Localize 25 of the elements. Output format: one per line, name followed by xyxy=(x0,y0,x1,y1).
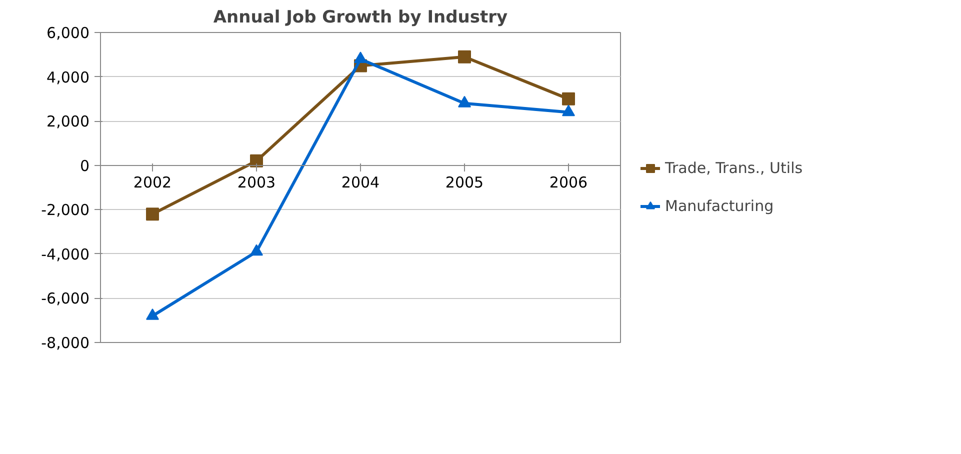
x-tick-label: 2006 xyxy=(549,173,588,192)
point xyxy=(562,104,575,116)
y-tick-label: -4,000 xyxy=(41,245,90,264)
y-tick-label: -8,000 xyxy=(41,334,90,352)
x-tick-label: 2005 xyxy=(445,173,484,192)
x-tick-label: 2004 xyxy=(341,173,380,192)
point xyxy=(146,308,159,320)
point xyxy=(458,50,471,64)
point xyxy=(562,92,575,106)
y-tick-label: 4,000 xyxy=(46,68,90,86)
point xyxy=(146,208,159,221)
y-tick-label: -6,000 xyxy=(41,290,90,308)
y-tick-label: 0 xyxy=(80,156,90,175)
point xyxy=(250,244,263,256)
y-tick-label: 6,000 xyxy=(46,24,90,42)
x-tick-label: 2002 xyxy=(133,173,172,192)
y-tick-label: -2,000 xyxy=(41,201,90,220)
legend-label: Manufacturing xyxy=(665,197,774,215)
chart-title: Annual Job Growth by Industry xyxy=(213,8,508,28)
y-tick-label: 2,000 xyxy=(46,112,90,131)
x-tick-label: 2003 xyxy=(237,173,276,192)
point xyxy=(458,96,471,108)
point xyxy=(354,52,367,64)
point xyxy=(250,154,263,168)
legend-label: Trade, Trans., Utils xyxy=(665,159,803,177)
